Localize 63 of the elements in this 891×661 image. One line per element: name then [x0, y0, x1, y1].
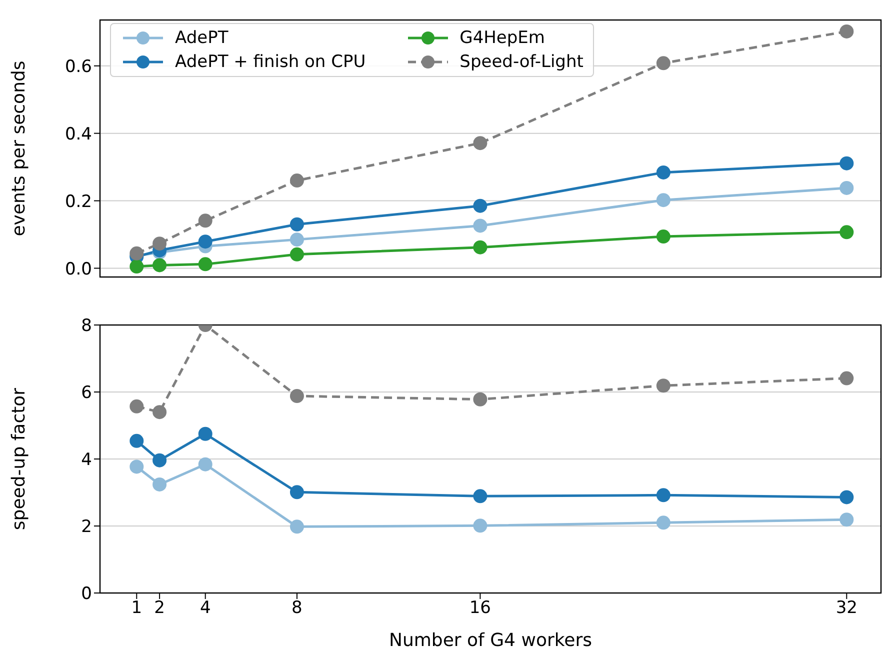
point	[656, 378, 670, 393]
y-axis-title: events per seconds	[8, 60, 30, 236]
legend-label: AdePT	[175, 28, 228, 48]
point	[473, 240, 488, 254]
point	[130, 434, 144, 448]
point	[290, 232, 304, 247]
y-tick-label: 4	[81, 450, 92, 470]
x-tick-label: 32	[836, 598, 858, 618]
point	[656, 193, 670, 208]
y-tick-label: 0.4	[64, 124, 92, 144]
point	[152, 477, 167, 492]
point	[198, 234, 212, 249]
point	[473, 489, 488, 504]
x-tick-label: 2	[154, 598, 165, 618]
x-tick-label: 1	[131, 598, 142, 618]
y-tick-label: 0.2	[64, 192, 92, 212]
point	[473, 198, 488, 213]
x-tick-label: 8	[292, 598, 302, 618]
y-tick-label: 8	[81, 316, 92, 336]
point	[840, 371, 854, 386]
point	[656, 165, 670, 180]
point	[198, 426, 212, 441]
x-tick-label: 16	[469, 598, 492, 618]
legend-label: AdePT + finish on CPU	[175, 52, 366, 72]
x-tick-label: 4	[200, 598, 211, 618]
y-tick-label: 0	[81, 584, 92, 604]
point	[152, 405, 167, 420]
point	[840, 512, 854, 527]
point	[473, 218, 488, 233]
legend-label: G4HepEm	[460, 28, 545, 48]
point	[290, 520, 304, 534]
point	[198, 257, 212, 272]
point	[656, 56, 670, 70]
point	[130, 460, 144, 474]
point	[840, 490, 854, 504]
x-axis-title: Number of G4 workers	[389, 630, 592, 651]
y-tick-label: 0.6	[64, 56, 92, 77]
point	[656, 230, 670, 244]
y-tick-label: 2	[81, 517, 92, 538]
point	[840, 180, 854, 195]
point	[290, 247, 304, 262]
point	[290, 217, 304, 232]
point	[473, 136, 488, 150]
point	[152, 236, 167, 251]
point	[152, 258, 167, 272]
point	[290, 174, 304, 188]
point	[473, 392, 488, 406]
point	[656, 488, 670, 502]
point	[152, 453, 167, 468]
point	[290, 485, 304, 500]
point	[840, 24, 854, 38]
point	[656, 516, 670, 530]
y-tick-label: 0.0	[64, 259, 92, 280]
point	[198, 214, 212, 228]
y-axis-title: speed-up factor	[8, 387, 30, 530]
point	[130, 399, 144, 414]
y-tick-label: 6	[81, 383, 92, 404]
point	[473, 518, 488, 533]
point	[198, 457, 212, 472]
point	[840, 225, 854, 240]
legend-label: Speed-of-Light	[460, 52, 584, 72]
point	[290, 389, 304, 404]
point	[840, 156, 854, 170]
